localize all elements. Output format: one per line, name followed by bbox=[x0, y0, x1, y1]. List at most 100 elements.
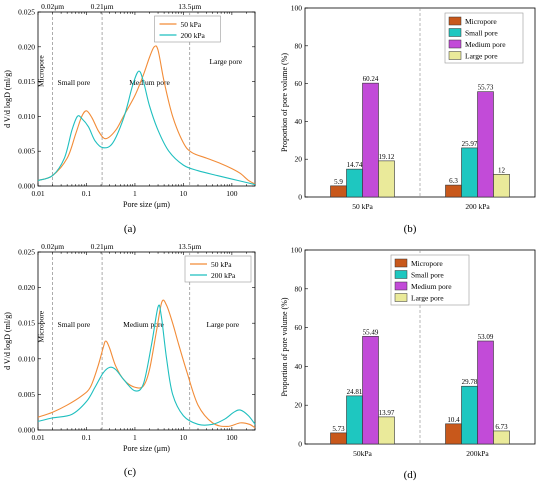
legend-swatch bbox=[448, 51, 462, 60]
x-tick-label: 200kPa bbox=[466, 449, 489, 458]
bar-value-label: 6.73 bbox=[495, 423, 508, 431]
bar-chart-3: 0 20 40 60 80 100 Proportion of pore volume (%… bbox=[280, 246, 536, 481]
bar-small-pore bbox=[346, 395, 363, 445]
y-tick-label: 60 bbox=[295, 79, 303, 88]
legend-label: Micropore bbox=[465, 17, 497, 26]
panel-caption: (d) bbox=[404, 469, 417, 481]
bar-micropore bbox=[330, 432, 347, 445]
y-axis-label: Proportion of pore volume (%) bbox=[280, 53, 289, 152]
legend-label: Medium pore bbox=[465, 40, 506, 49]
bar-value-label: 12 bbox=[498, 166, 506, 174]
bar-large-pore bbox=[493, 174, 510, 198]
bar-value-label: 29.78 bbox=[462, 378, 478, 386]
zone-label: Large pore bbox=[210, 57, 243, 66]
zone-label: Medium pore bbox=[129, 78, 170, 87]
zone-label: Micropore bbox=[37, 310, 46, 342]
y-tick-label: 20 bbox=[295, 155, 303, 164]
bar-value-label: 24.81 bbox=[347, 388, 363, 396]
y-axis-label: d V/d logD (ml/g) bbox=[3, 312, 12, 370]
x-tick-label: 0.1 bbox=[82, 189, 92, 198]
zone-label: Micropore bbox=[37, 55, 46, 87]
x-tick-label: 0.1 bbox=[82, 433, 92, 442]
y-tick-label: 0.020 bbox=[18, 42, 35, 51]
series-line-50-kPa bbox=[37, 45, 256, 185]
legend-swatch bbox=[448, 28, 462, 37]
legend-swatch bbox=[394, 270, 408, 279]
legend: 50 kPa 200 kPa bbox=[154, 15, 221, 43]
bar-value-label: 53.09 bbox=[478, 333, 494, 341]
y-tick-label: 20 bbox=[295, 401, 303, 410]
bar-value-label: 13.97 bbox=[379, 409, 395, 417]
y-axis-label: d V/d logD (ml/g) bbox=[3, 70, 12, 128]
legend-label: 200 kPa bbox=[211, 271, 236, 280]
y-axis-label: Proportion of pore volume (%) bbox=[280, 297, 289, 396]
zone-label: Small pore bbox=[58, 320, 91, 329]
legend-label: 50 kPa bbox=[181, 20, 202, 29]
bar-medium-pore bbox=[477, 340, 494, 445]
series-line-200-kPa bbox=[37, 304, 256, 426]
legend-label: 200 kPa bbox=[181, 31, 206, 40]
line-chart-2: 0.02μm 0.21μm 13.5μm Micropore Small pore Med… bbox=[3, 242, 256, 478]
plot-frame bbox=[37, 11, 256, 187]
y-tick-label: 0.020 bbox=[18, 283, 35, 292]
bar-value-label: 55.49 bbox=[363, 328, 379, 336]
legend-label: Small pore bbox=[465, 29, 498, 38]
bar-value-label: 6.3 bbox=[449, 177, 458, 185]
legend-box bbox=[184, 255, 252, 283]
bar-medium-pore bbox=[362, 82, 379, 198]
x-tick-label: 200 kPa bbox=[465, 202, 490, 211]
bar-small-pore bbox=[461, 147, 478, 198]
y-tick-label: 100 bbox=[291, 4, 303, 13]
bar-value-label: 19.12 bbox=[379, 153, 395, 161]
y-tick-label: 0.010 bbox=[18, 112, 35, 121]
legend-label: Micropore bbox=[411, 259, 443, 268]
y-tick-label: 0.015 bbox=[18, 319, 35, 328]
y-tick-label: 60 bbox=[295, 323, 303, 332]
zone-label: Large pore bbox=[207, 320, 240, 329]
y-tick-label: 0.015 bbox=[18, 77, 35, 86]
legend: 50 kPa 200 kPa bbox=[184, 255, 252, 283]
bar-micropore bbox=[445, 423, 462, 445]
boundary-label: 0.02μm bbox=[41, 2, 64, 11]
x-tick-label: 10 bbox=[180, 189, 188, 198]
legend-label: Small pore bbox=[411, 271, 444, 280]
y-tick-label: 0.000 bbox=[18, 426, 35, 435]
y-tick-label: 100 bbox=[291, 246, 303, 255]
bar-medium-pore bbox=[362, 336, 379, 445]
panel-caption: (a) bbox=[124, 223, 137, 235]
legend-swatch bbox=[394, 281, 408, 291]
bar-medium-pore bbox=[477, 91, 494, 198]
y-tick-label: 80 bbox=[295, 41, 303, 50]
y-tick-label: 0 bbox=[298, 440, 302, 449]
bar-value-label: 5.73 bbox=[332, 425, 345, 433]
bar-value-label: 55.73 bbox=[478, 84, 494, 92]
x-axis-label: Pore size (μm) bbox=[123, 444, 170, 453]
bar-value-label: 10.4 bbox=[447, 416, 460, 424]
boundary-label: 13.5μm bbox=[178, 242, 201, 251]
x-axis-label: Pore size (μm) bbox=[123, 200, 170, 209]
legend-swatch bbox=[448, 39, 462, 49]
legend-box bbox=[154, 15, 221, 43]
bar-small-pore bbox=[461, 385, 478, 445]
x-tick-label: 10 bbox=[180, 433, 188, 442]
bar-value-label: 25.97 bbox=[462, 140, 478, 148]
y-tick-label: 40 bbox=[295, 117, 303, 126]
x-tick-label: 100 bbox=[226, 433, 238, 442]
legend-swatch bbox=[448, 16, 462, 26]
legend-label: Medium pore bbox=[411, 282, 452, 291]
x-tick-label: 50kPa bbox=[353, 449, 372, 458]
y-tick-label: 0 bbox=[298, 193, 302, 202]
x-tick-label: 1 bbox=[133, 189, 137, 198]
legend-swatch bbox=[394, 293, 408, 302]
boundary-label: 0.21μm bbox=[91, 242, 114, 251]
boundary-label: 13.5μm bbox=[178, 2, 201, 11]
bar-micropore bbox=[445, 184, 462, 198]
bar-large-pore bbox=[493, 430, 510, 445]
y-tick-label: 0.025 bbox=[18, 8, 35, 17]
bar-value-label: 60.24 bbox=[363, 75, 379, 83]
legend: Micropore Small pore Medium pore Large pore bbox=[390, 254, 470, 306]
y-tick-label: 0.005 bbox=[18, 390, 35, 399]
bar-value-label: 5.9 bbox=[334, 178, 343, 186]
y-tick-label: 0.025 bbox=[18, 248, 35, 257]
